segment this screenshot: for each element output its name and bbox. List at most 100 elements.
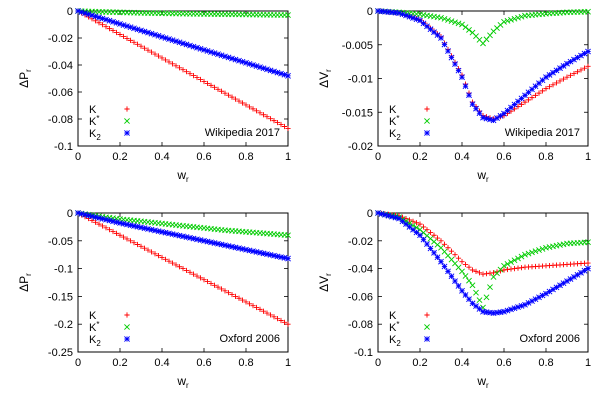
x-tick-label: 0.8 (238, 151, 253, 163)
y-tick-label: -0.1 (54, 141, 73, 153)
data-point (85, 212, 92, 219)
data-point (155, 32, 162, 39)
data-point (452, 19, 458, 26)
x-tick-label: 0.4 (154, 357, 169, 369)
data-point (204, 238, 211, 245)
data-point (539, 88, 546, 94)
x-axis-label: wr (176, 374, 189, 390)
data-point (99, 223, 106, 229)
data-point (218, 88, 225, 94)
legend-label: K2 (389, 334, 401, 348)
data-point (585, 265, 591, 272)
data-point (218, 52, 225, 59)
legend-label-main: K (89, 334, 97, 346)
data-point (75, 8, 81, 14)
data-point (550, 243, 556, 250)
data-point (427, 245, 434, 252)
data-point (560, 62, 567, 69)
y-tick-label: -0.01 (348, 74, 373, 86)
data-point (483, 271, 490, 277)
data-point (522, 301, 528, 308)
data-point (243, 299, 249, 305)
data-point (571, 274, 577, 280)
data-point (480, 271, 486, 277)
data-point (117, 232, 123, 238)
data-point (410, 15, 416, 21)
data-point (215, 51, 221, 58)
data-point (518, 302, 525, 309)
data-point (257, 306, 263, 312)
data-point (138, 27, 144, 34)
legend-label: K2 (389, 128, 401, 142)
data-point (106, 217, 113, 224)
y-axis-label-subscript: r (24, 273, 33, 276)
data-point (483, 115, 490, 122)
data-point (183, 69, 190, 75)
data-point (236, 295, 242, 301)
data-point (567, 72, 574, 78)
data-point (211, 50, 218, 57)
data-point (285, 255, 291, 262)
data-point (176, 39, 183, 46)
data-point (285, 125, 291, 132)
y-tick-label: 0 (67, 6, 73, 18)
data-point (466, 264, 472, 270)
data-point (504, 17, 511, 24)
x-axis-label: wr (476, 374, 489, 390)
data-point (480, 114, 486, 121)
data-point (431, 29, 437, 36)
legend-label: K* (389, 114, 399, 128)
legend-marker (124, 312, 130, 318)
dataset-annotation: Wikipedia 2017 (505, 127, 580, 139)
data-point (511, 15, 518, 22)
data-point (92, 219, 99, 225)
data-point (99, 15, 106, 22)
data-point (208, 82, 214, 88)
x-axis-label-main: w (476, 168, 486, 182)
data-point (413, 16, 420, 23)
data-point (557, 242, 563, 248)
data-point (403, 221, 409, 228)
legend-label-main: K (389, 128, 397, 140)
data-point (410, 226, 416, 233)
data-point (532, 92, 539, 98)
data-point (550, 286, 556, 293)
data-point (169, 61, 176, 67)
y-tick-label: -0.005 (342, 40, 373, 52)
data-point (536, 80, 542, 87)
data-point (403, 215, 409, 222)
data-point (257, 110, 263, 116)
data-point (459, 74, 465, 81)
data-point (285, 72, 291, 79)
data-point (92, 214, 99, 221)
data-point (169, 231, 176, 238)
x-tick-label: 0.2 (112, 357, 127, 369)
data-point (194, 74, 200, 81)
y-axis-label: ΔPr (17, 273, 33, 292)
data-point (131, 240, 137, 246)
data-point (194, 273, 200, 279)
data-point (553, 284, 560, 291)
data-point (518, 101, 525, 107)
data-point (385, 212, 392, 219)
data-point (462, 24, 469, 31)
data-point (515, 14, 521, 21)
data-point (271, 252, 277, 259)
chart-panel-2: 0 0.2 0.4 0.6 0.8 10-0.005-0.01-0.015-0.02wrΔ… (317, 6, 591, 184)
data-point (417, 17, 423, 24)
data-point (476, 305, 483, 312)
data-point (162, 229, 169, 236)
y-tick-label: -0.2 (54, 319, 73, 331)
data-point (274, 253, 281, 260)
x-axis-label-subscript: r (486, 175, 489, 184)
data-point (543, 86, 549, 92)
data-point (176, 232, 183, 239)
data-point (413, 229, 420, 236)
data-point (225, 54, 232, 61)
legend-label: K* (89, 114, 99, 128)
data-point (278, 121, 284, 128)
data-point (403, 12, 409, 19)
y-axis-label-subscript: r (24, 69, 33, 72)
data-point (420, 236, 427, 243)
x-tick-label: 0.2 (112, 151, 127, 163)
